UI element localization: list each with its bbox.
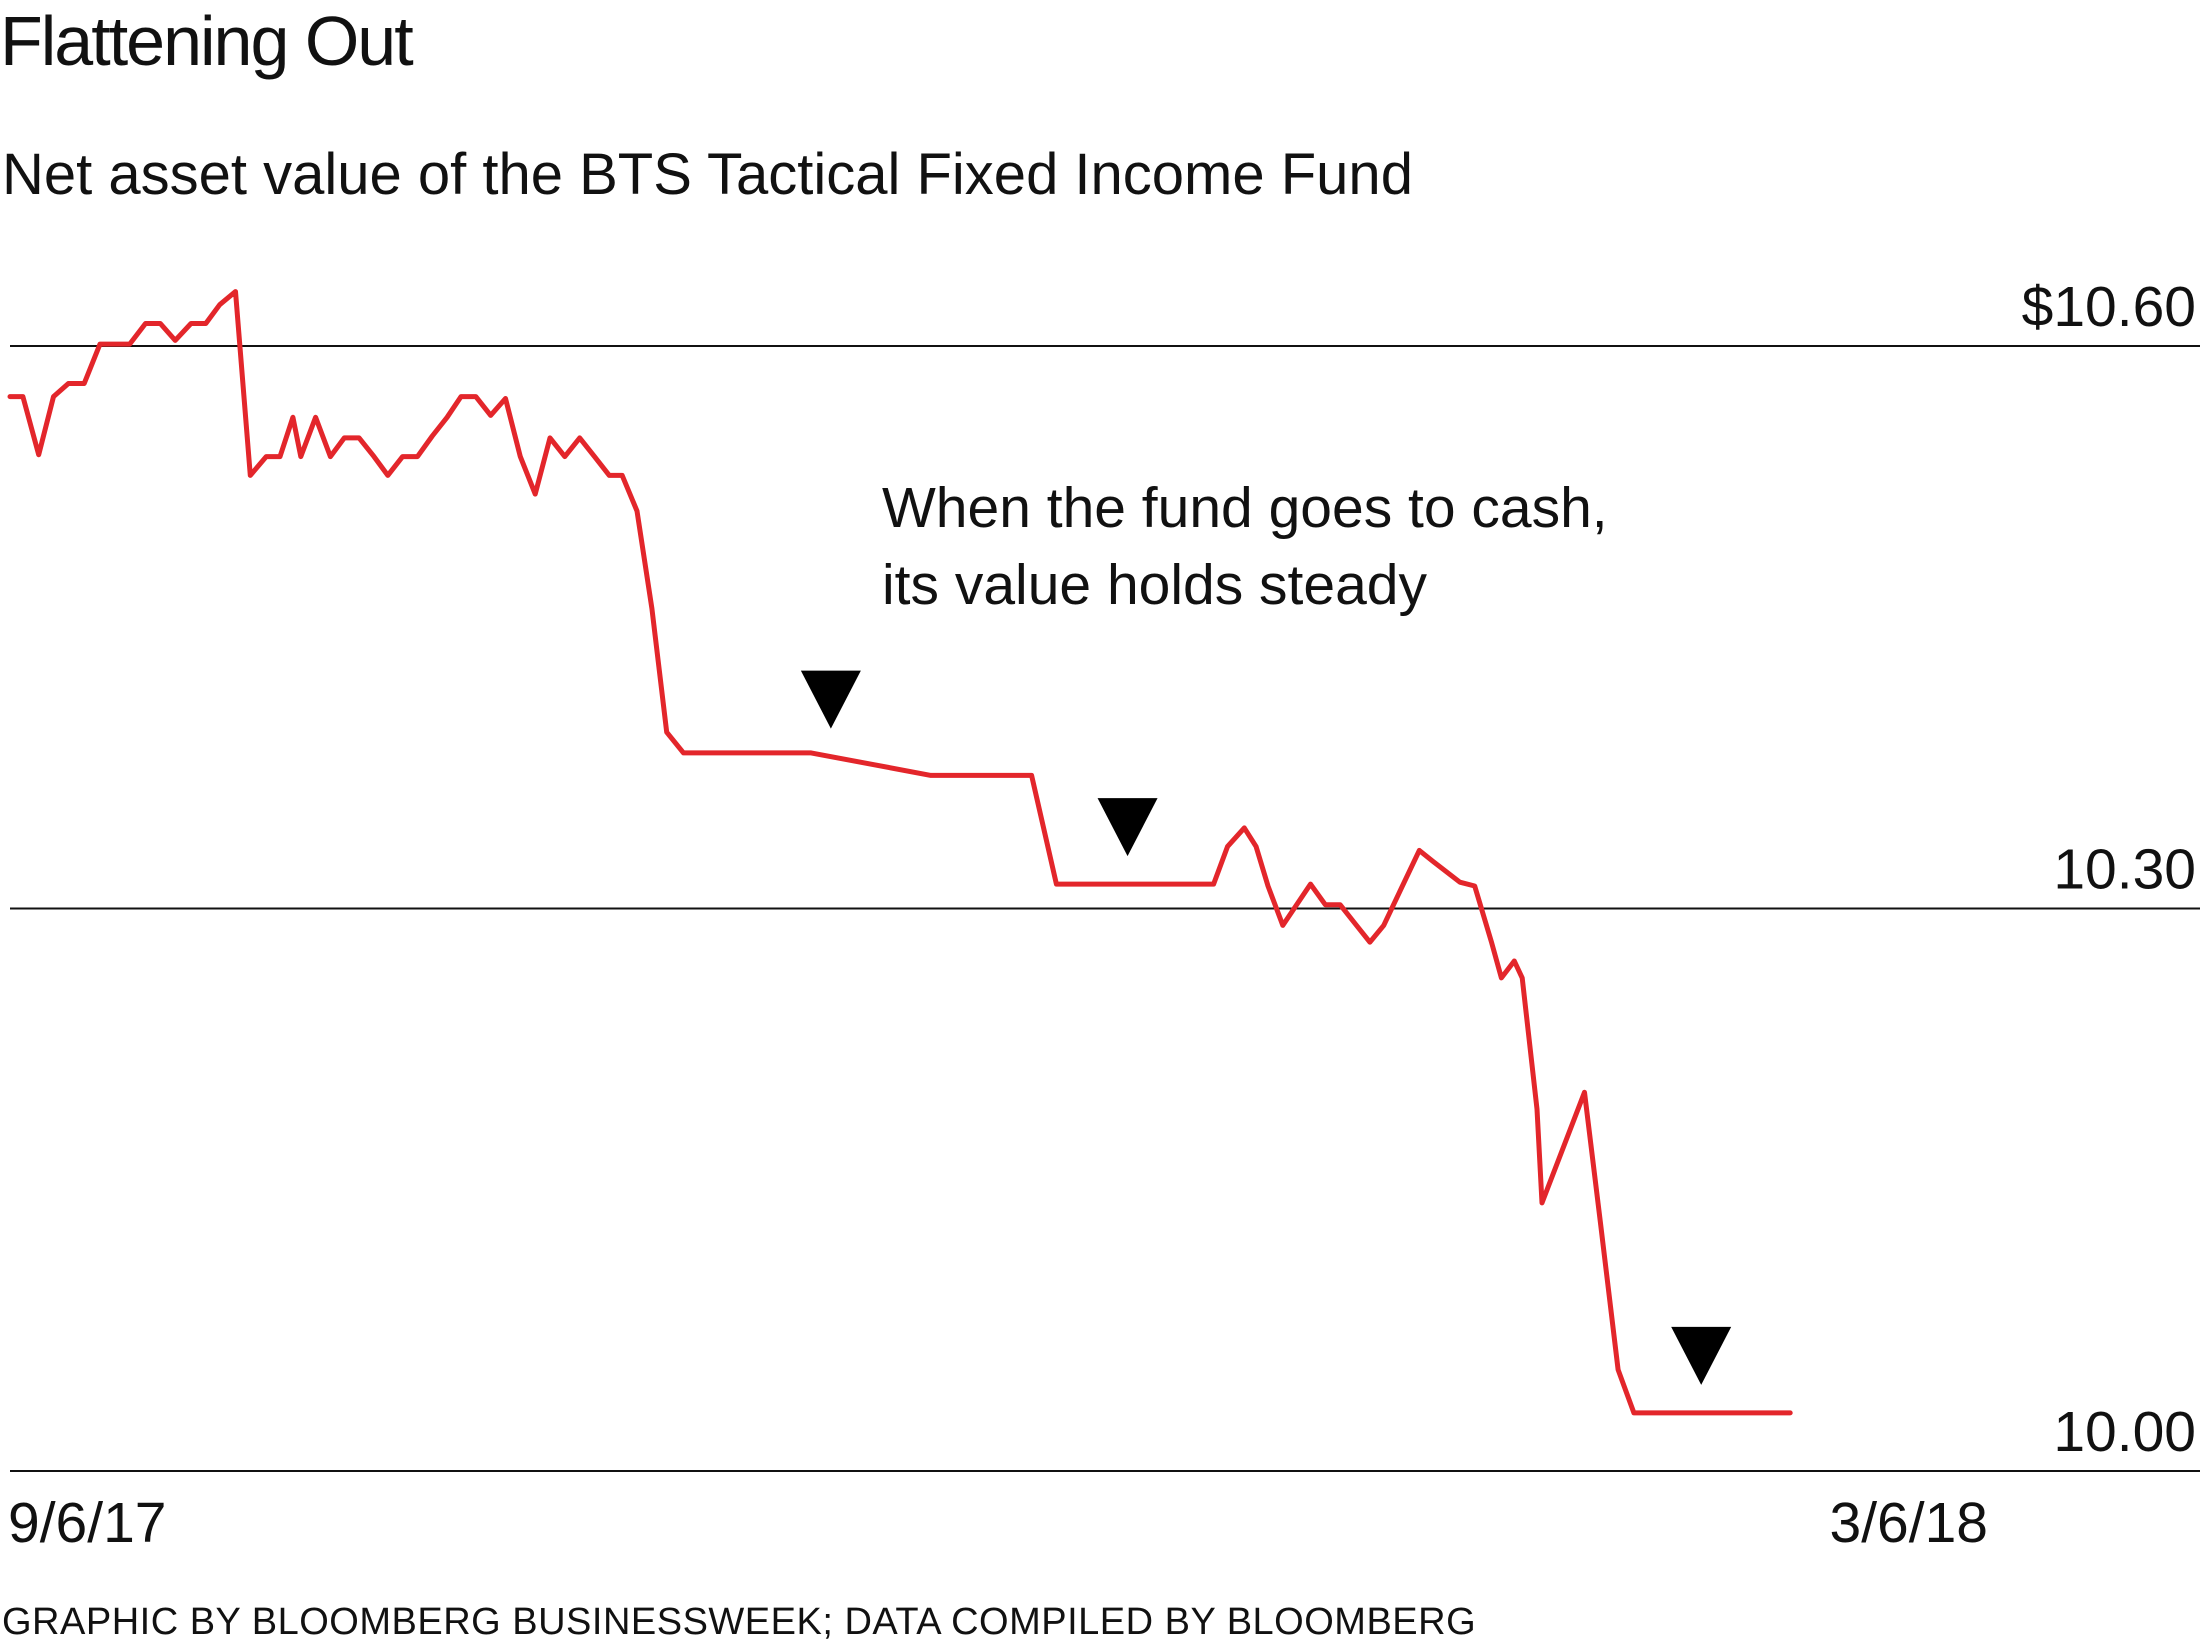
y-tick-labels: $10.60 10.30 10.00 (2022, 275, 2196, 1464)
down-triangle-marker-0 (800, 670, 861, 729)
y-tick-label-2: 10.00 (2053, 1400, 2196, 1464)
data-series (7, 289, 1793, 1416)
annotation: When the fund goes to cash, its value ho… (882, 470, 1608, 624)
chart-title: Flattening Out (0, 2, 414, 80)
down-triangle-marker-1 (1097, 798, 1158, 857)
y-tick-label-1: 10.30 (2053, 838, 2196, 902)
y-tick-label-0: $10.60 (2022, 275, 2196, 339)
x-tick-label-1: 3/6/18 (1830, 1491, 1988, 1555)
nav-line-series-0 (7, 289, 1793, 1416)
annotation-line-2: its value holds steady (882, 553, 1427, 617)
x-tick-label-0: 9/6/17 (8, 1491, 166, 1555)
source-credit: GRAPHIC BY BLOOMBERG BUSINESSWEEK; DATA … (2, 1601, 1477, 1643)
cash-markers (800, 670, 1732, 1385)
annotation-line-1: When the fund goes to cash, (882, 476, 1608, 540)
chart-subtitle: Net asset value of the BTS Tactical Fixe… (2, 142, 1413, 207)
down-triangle-marker-2 (1671, 1326, 1732, 1385)
gridlines (10, 345, 2200, 1472)
x-tick-labels: 9/6/17 3/6/18 (8, 1491, 1988, 1555)
